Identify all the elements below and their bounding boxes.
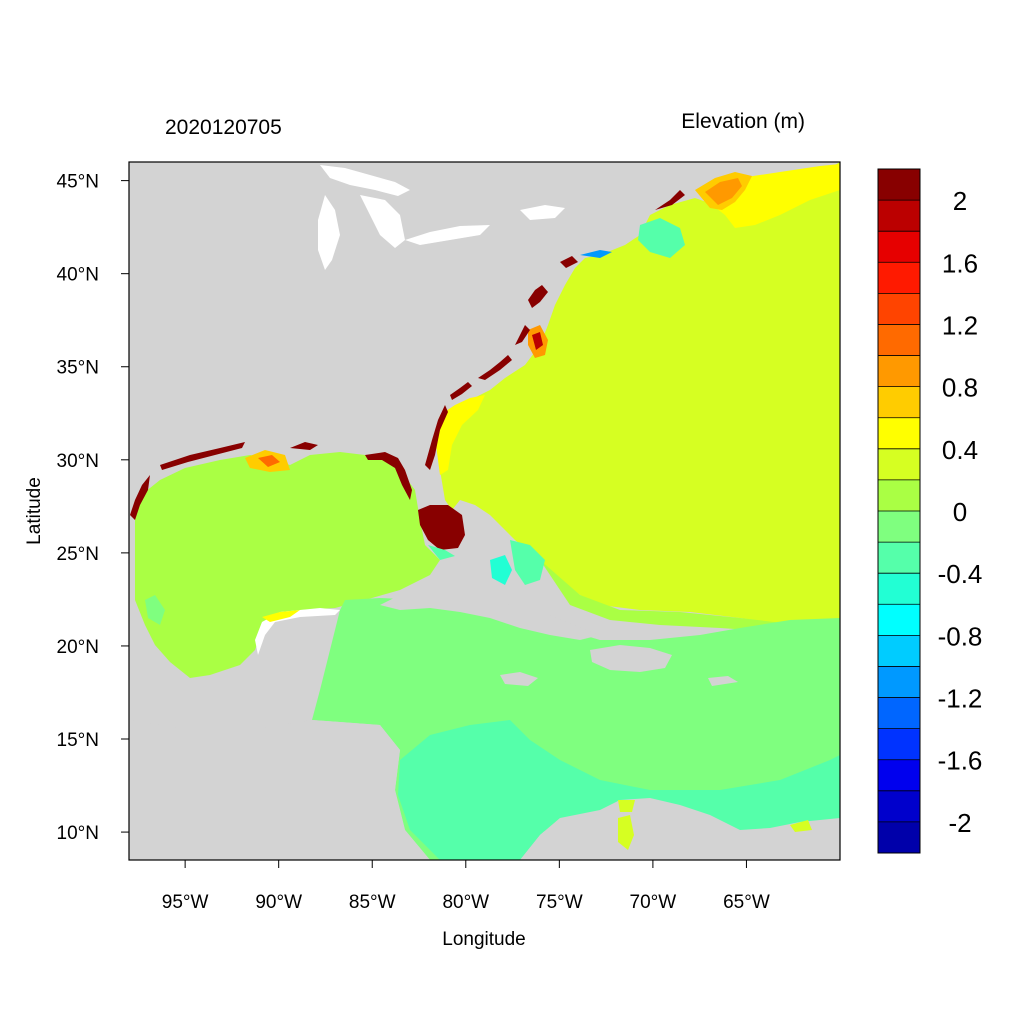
colorbar-label: -0.8 xyxy=(938,621,983,651)
florida-bay-low xyxy=(428,545,455,560)
campeche-low xyxy=(145,595,165,625)
gulf-of-venezuela xyxy=(618,800,635,812)
colorbar-segment xyxy=(878,604,920,636)
paria-gulf xyxy=(790,820,812,832)
colorbar-segment xyxy=(878,324,920,356)
colorbar-segment xyxy=(878,697,920,730)
south-florida-surge xyxy=(418,505,465,550)
colorbar-segment xyxy=(878,542,920,574)
colorbar-label: -1.6 xyxy=(938,746,983,776)
colorbar-segment xyxy=(878,728,920,761)
puerto-rico-island xyxy=(708,676,738,686)
colorbar-segment xyxy=(878,262,920,294)
colorbar-segment xyxy=(878,479,920,512)
x-tick-label: 90°W xyxy=(255,892,302,913)
y-tick-label: 20°N xyxy=(57,637,99,658)
colorbar-label: 1.6 xyxy=(942,248,978,278)
colorbar-label: -1.2 xyxy=(938,684,983,714)
colorbar-segment xyxy=(878,448,920,481)
colorbar-labels: 2 1.6 1.2 0.8 0.4 0 -0.4 -0.8 -1.2 -1.6 -2 xyxy=(938,186,983,838)
yucatan-high xyxy=(262,610,300,622)
map-plot-area xyxy=(129,162,840,860)
new-york-bight-low xyxy=(638,218,685,258)
atlantic-ocean xyxy=(440,162,840,635)
bahamas-bank-low xyxy=(490,555,512,585)
map-title-variable: Elevation (m) xyxy=(681,110,805,133)
great-bahama-bank xyxy=(510,540,545,585)
colorbar-label: 0.4 xyxy=(942,435,978,465)
x-tick-label: 65°W xyxy=(723,892,770,913)
colorbar-label: 1.2 xyxy=(942,310,978,340)
long-island-sound-low xyxy=(580,250,612,258)
mobile-bay-peak xyxy=(258,455,280,467)
y-tick-label: 30°N xyxy=(57,451,99,472)
southeast-coast-band xyxy=(436,395,485,475)
lake-maracaibo xyxy=(618,815,634,850)
coastal-surge-speckles xyxy=(130,190,685,520)
colorbar-label: -2 xyxy=(948,808,971,838)
elevation-colorbar xyxy=(877,168,921,854)
colorbar-segment xyxy=(878,511,920,543)
colorbar-segment xyxy=(878,417,920,450)
jamaica-island xyxy=(500,672,538,686)
y-axis-label: Latitude xyxy=(24,477,45,545)
colorbar-segment xyxy=(878,169,920,201)
colorbar-segment xyxy=(878,293,920,325)
colorbar-label: -0.4 xyxy=(938,559,983,589)
south-america-land xyxy=(520,798,840,860)
colorbar-segment xyxy=(878,573,920,605)
y-tick-label: 15°N xyxy=(57,730,99,751)
x-axis-label: Longitude xyxy=(442,929,525,950)
map-title-date: 2020120705 xyxy=(165,116,282,139)
outer-banks-peak xyxy=(532,332,543,350)
colorbar-segment xyxy=(878,231,920,263)
y-tick-label: 25°N xyxy=(57,544,99,565)
colorbar-segment xyxy=(878,790,920,823)
y-tick-label: 10°N xyxy=(57,823,99,844)
hispaniola-island xyxy=(590,645,672,672)
central-america-land xyxy=(129,720,430,860)
colorbar-label: 0 xyxy=(953,497,967,527)
colorbar-segment xyxy=(878,355,920,388)
colorbar-label: 2 xyxy=(953,186,967,216)
atlantic-south-belt xyxy=(540,560,840,640)
colorbar-segment xyxy=(878,386,920,419)
map-frame xyxy=(128,161,841,861)
colorbar-segment xyxy=(878,635,920,667)
colorbar-segment xyxy=(878,759,920,792)
colorbar-outline xyxy=(877,168,921,854)
gulf-of-mexico xyxy=(135,452,440,678)
colorbar-label: 0.8 xyxy=(942,373,978,403)
x-tick-label: 95°W xyxy=(162,892,209,913)
x-tick-label: 85°W xyxy=(349,892,396,913)
y-tick-label: 35°N xyxy=(57,358,99,379)
great-lakes xyxy=(318,165,565,270)
x-tick-label: 75°W xyxy=(536,892,583,913)
cuba-island xyxy=(380,592,600,640)
y-tick-label: 45°N xyxy=(57,172,99,193)
gulf-of-maine-peak xyxy=(705,178,742,205)
colorbar-segment xyxy=(878,666,920,698)
x-tick-label: 80°W xyxy=(442,892,489,913)
colorbar-segment xyxy=(878,821,920,854)
colorbar-segment xyxy=(878,200,920,232)
x-tick-label: 70°W xyxy=(630,892,677,913)
y-axis-ticks: 45°N 40°N 35°N 30°N 25°N 20°N 15°N 10°N xyxy=(57,172,129,844)
x-axis-ticks: 95°W 90°W 85°W 80°W 75°W 70°W 65°W xyxy=(162,860,770,913)
y-tick-label: 40°N xyxy=(57,265,99,286)
